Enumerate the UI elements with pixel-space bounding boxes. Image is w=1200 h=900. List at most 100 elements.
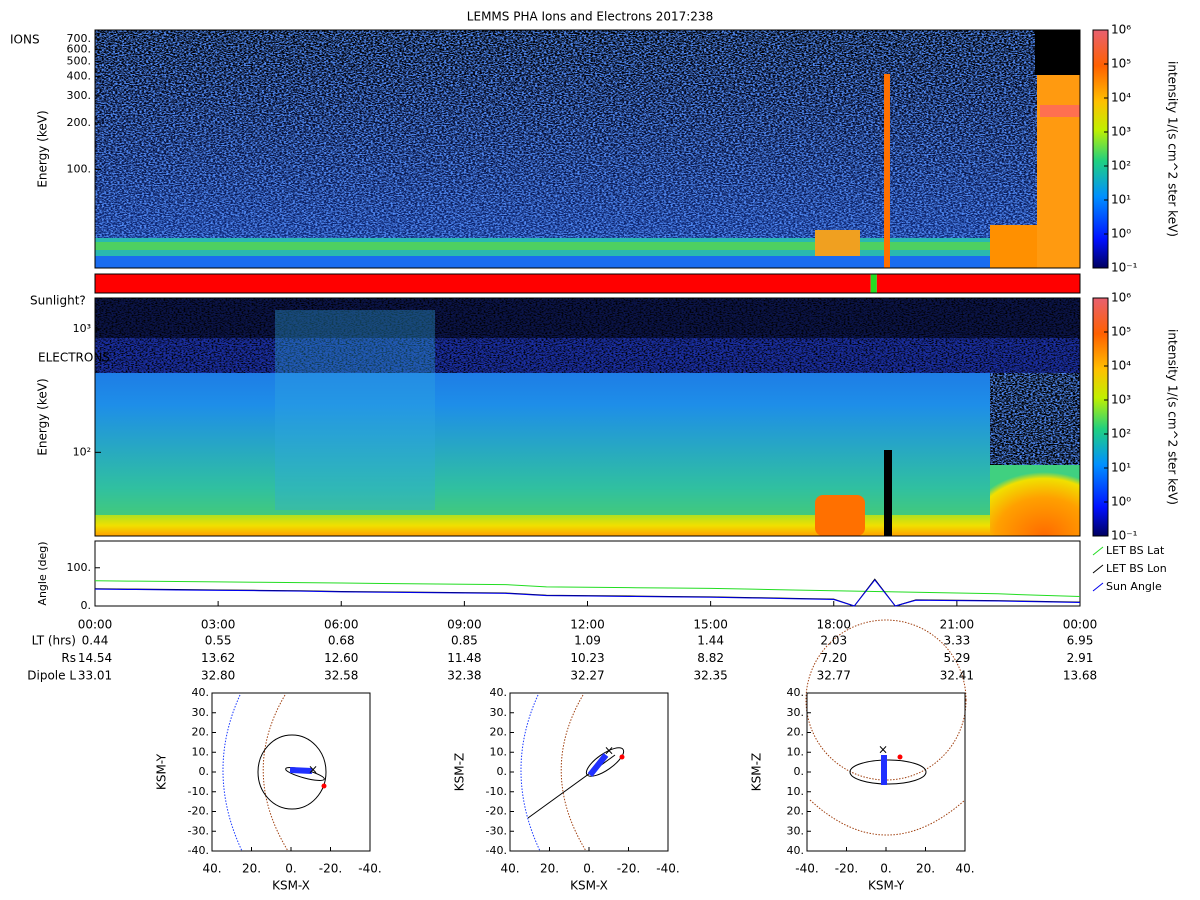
legend-swatch — [1092, 564, 1104, 574]
cell: 32.27 — [570, 669, 604, 683]
row-label: LT (hrs) — [32, 634, 76, 648]
x-tick-label: 15:00 — [693, 618, 728, 632]
cell: 10.23 — [570, 651, 604, 665]
x-tick-label: -40. — [795, 862, 818, 876]
row-label: Rs — [61, 651, 76, 665]
y-tick-label: 0. — [81, 599, 92, 612]
y-tick-label: 700. — [67, 32, 92, 45]
y-tick-label: 20. — [490, 726, 508, 739]
x-tick-label: 03:00 — [201, 618, 236, 632]
y-tick-label: 600. — [67, 42, 92, 55]
y-axis-label: KSM-Z — [453, 753, 467, 791]
cell: 32.80 — [201, 669, 235, 683]
y-tick-label: 10. — [192, 745, 210, 758]
y-axis-label: Angle (deg) — [36, 541, 49, 605]
x-tick-label: 21:00 — [940, 618, 975, 632]
cell: 7.20 — [820, 651, 847, 665]
cell: 0.44 — [82, 634, 109, 648]
x-tick-label: 20. — [242, 862, 261, 876]
x-tick-label: -40. — [358, 862, 381, 876]
x-tick-label: 12:00 — [570, 618, 605, 632]
colorbar-tick-label: 10⁻¹ — [1111, 529, 1138, 543]
colorbar-tick-label: 10¹ — [1111, 193, 1131, 207]
svg-text:×: × — [604, 744, 614, 758]
colorbar-tick-label: 10² — [1111, 427, 1131, 441]
colorbar-tick-label: 10³ — [1111, 393, 1131, 407]
y-tick-label: 20. — [787, 805, 805, 818]
cell: 3.33 — [944, 634, 971, 648]
colorbar-tick-label: 10² — [1111, 159, 1131, 173]
cell: 32.58 — [324, 669, 358, 683]
x-tick-label: 40. — [202, 862, 221, 876]
cell: 8.82 — [697, 651, 724, 665]
x-tick-label: 40. — [500, 862, 519, 876]
x-tick-label: 20. — [540, 862, 559, 876]
x-tick-label: 40. — [955, 862, 974, 876]
x-tick-label: 00:00 — [78, 618, 113, 632]
series-line — [94, 580, 1081, 597]
y-tick-label: 20. — [192, 726, 210, 739]
electron-spectrogram-image — [95, 298, 1080, 536]
y-tick-label: 10. — [787, 745, 805, 758]
y-tick-label: 40. — [787, 686, 805, 699]
y-tick-label: 30. — [490, 706, 508, 719]
x-tick-label: -20. — [617, 862, 640, 876]
panel-label: IONS — [10, 33, 40, 47]
cell: 5.29 — [944, 651, 971, 665]
row-label: Dipole L — [27, 669, 76, 683]
colorbar-tick-label: 10⁻¹ — [1111, 261, 1138, 275]
y-tick-label: 10. — [787, 785, 805, 798]
x-tick-label: 09:00 — [447, 618, 482, 632]
y-tick-label: -20. — [486, 805, 507, 818]
cell: 32.41 — [940, 669, 974, 683]
y-tick-label: 40. — [192, 686, 210, 699]
x-tick-label: 0. — [583, 862, 594, 876]
x-tick-label: 06:00 — [324, 618, 359, 632]
y-tick-label: -10. — [188, 785, 209, 798]
y-axis-label: KSM-Z — [750, 753, 764, 791]
y-tick-label: 30. — [787, 706, 805, 719]
y-tick-label: 40. — [490, 686, 508, 699]
legend-swatch — [1092, 546, 1104, 556]
x-tick-label: -20. — [835, 862, 858, 876]
colorbar-label: intensity 1/(s cm^2 ster keV) — [1166, 329, 1180, 505]
cell: 1.44 — [697, 634, 724, 648]
legend-swatch — [1092, 582, 1104, 592]
y-tick-label: 300. — [67, 89, 92, 102]
y-tick-label: 400. — [67, 69, 92, 82]
y-tick-label: -30. — [188, 824, 209, 837]
y-axis-label: Energy (keV) — [36, 378, 50, 455]
y-tick-label: 0. — [497, 765, 508, 778]
colorbar-label: intensity 1/(s cm^2 ster keV) — [1166, 61, 1180, 237]
x-tick-label: 20. — [916, 862, 935, 876]
y-tick-label: 100. — [67, 561, 92, 574]
y-axis-label: Energy (keV) — [36, 110, 50, 187]
plot-frame — [94, 297, 1081, 537]
y-tick-label: 20. — [787, 726, 805, 739]
y-tick-label: -30. — [486, 824, 507, 837]
colorbar-tick-label: 10⁶ — [1111, 23, 1131, 37]
y-tick-label: 40. — [787, 844, 805, 857]
svg-text:×: × — [308, 763, 318, 777]
cell: 32.77 — [817, 669, 851, 683]
y-tick-label: -40. — [486, 844, 507, 857]
y-tick-label: 500. — [67, 55, 92, 68]
legend-label: LET BS Lat — [1106, 544, 1165, 557]
panel-label: ELECTRONS — [38, 351, 110, 365]
cell: 13.68 — [1063, 669, 1097, 683]
x-tick-label: -40. — [656, 862, 679, 876]
cell: 0.55 — [205, 634, 232, 648]
colorbar-tick-label: 10⁰ — [1111, 495, 1131, 509]
cell: 33.01 — [78, 669, 112, 683]
y-tick-label: 10³ — [73, 322, 91, 335]
plot-frame — [94, 273, 1081, 294]
x-tick-label: 0. — [285, 862, 296, 876]
chart-title: LEMMS PHA Ions and Electrons 2017:238 — [467, 10, 713, 24]
svg-text:×: × — [878, 743, 888, 757]
orbit-decorations: × × × — [222, 619, 967, 852]
cell: 14.54 — [78, 651, 112, 665]
x-tick-label: 18:00 — [816, 618, 851, 632]
